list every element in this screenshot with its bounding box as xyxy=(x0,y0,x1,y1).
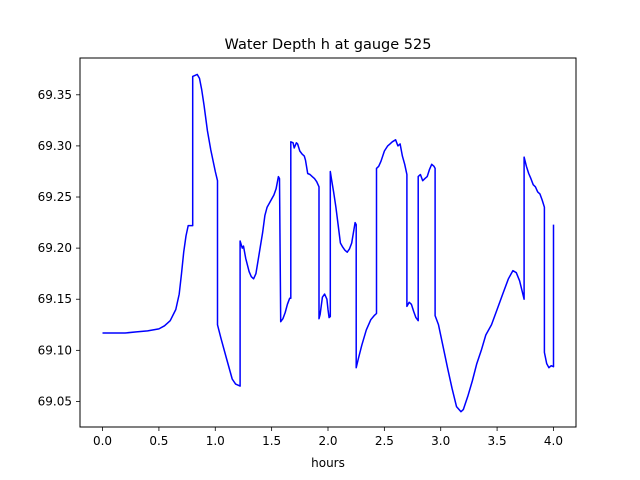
x-tick-label: 0.5 xyxy=(149,434,168,448)
x-tick-label: 3.5 xyxy=(488,434,507,448)
x-tick-label: 4.0 xyxy=(544,434,563,448)
y-tick-label: 69.05 xyxy=(38,394,72,408)
y-tick-label: 69.25 xyxy=(38,190,72,204)
x-axis-label: hours xyxy=(311,456,345,470)
series-lines xyxy=(102,73,555,413)
x-tick-label: 3.0 xyxy=(431,434,450,448)
axis-ticks: 0.0 0.5 1.0 1.5 2.0 2.5 3.0 3.5 4.0 69.05 69.10 69.… xyxy=(38,88,563,448)
y-tick-label: 69.35 xyxy=(38,88,72,102)
x-tick-label: 1.0 xyxy=(206,434,225,448)
chart-title: Water Depth h at gauge 525 xyxy=(225,37,432,53)
y-tick-label: 69.30 xyxy=(38,139,72,153)
x-tick-label: 1.5 xyxy=(262,434,281,448)
x-tick-label: 0.0 xyxy=(93,434,112,448)
y-tick-label: 69.20 xyxy=(38,241,72,255)
plot-area xyxy=(80,58,576,427)
x-tick-label: 2.5 xyxy=(375,434,394,448)
y-tick-label: 69.15 xyxy=(38,292,72,306)
series-line-0 xyxy=(102,73,555,413)
plot-frame xyxy=(79,57,577,428)
y-tick-label: 69.10 xyxy=(38,343,72,357)
x-tick-label: 2.0 xyxy=(318,434,337,448)
